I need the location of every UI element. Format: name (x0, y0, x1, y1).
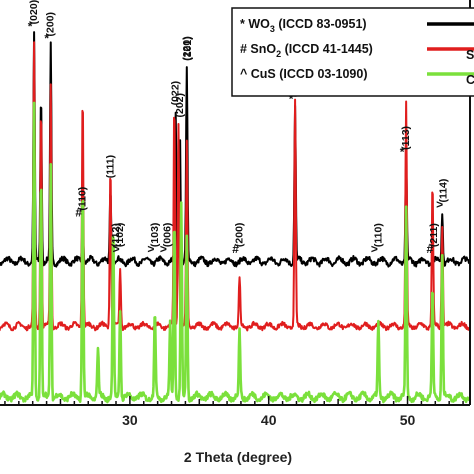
x-axis-title: 2 Theta (degree) (184, 449, 292, 465)
series-line-1 (0, 31, 471, 268)
legend-series-label: C (466, 73, 474, 87)
peak-label: (200) (45, 12, 57, 37)
peak-label: (101) (182, 36, 194, 61)
peak-label: (110) (77, 187, 89, 211)
peak-marker: * (28, 19, 33, 33)
peak-marker: > (371, 242, 378, 256)
legend-series-label: S (466, 48, 474, 62)
peak-label: (211) (428, 223, 440, 247)
peak-marker: # (75, 206, 82, 220)
legend: * WO3 (ICCD 83-0951) # SnO2 (ICCD 41-1445… (231, 7, 474, 97)
x-axis-ticks: 30 40 50 (4, 396, 464, 428)
legend-phase-entry: * WO3 (ICCD 83-0951) (240, 17, 367, 34)
peak-marker: > (113, 242, 120, 256)
peak-label: (111) (104, 155, 116, 178)
peak-label: (113) (400, 126, 412, 150)
peak-marker: # (232, 242, 239, 256)
peak-label: (112) (110, 223, 122, 247)
peak-label-layer: (020)* (200)*(110)#(111)(112)(102)>(103)>… (28, 0, 450, 256)
peak-label: (110) (372, 223, 384, 247)
peak-label: (006) (161, 223, 173, 248)
peak-label: (202) (174, 93, 186, 118)
peak-label: (200) (234, 223, 246, 248)
peak-label: (022) (170, 81, 182, 106)
series-layer (0, 31, 472, 404)
peak-marker: # (427, 242, 434, 256)
x-tick-label: 40 (261, 412, 277, 428)
peak-label: (020) (28, 0, 40, 24)
peak-marker: > (147, 242, 154, 256)
peak-marker: > (436, 198, 443, 212)
peak-marker: > (160, 242, 167, 256)
peak-label: (114) (438, 179, 450, 203)
x-tick-label: 50 (400, 412, 416, 428)
peak-label: (220) (181, 36, 193, 61)
x-tick-label: 30 (122, 412, 138, 428)
peak-marker: * (44, 31, 49, 45)
peak-marker: * (400, 145, 405, 159)
peak-label: (103) (149, 223, 161, 248)
legend-phase-entry: ^ CuS (ICCD 03-1090) (240, 67, 367, 81)
series-line-3 (0, 101, 472, 404)
peak-label: (102) (114, 223, 126, 248)
peak-marker: * (289, 92, 294, 106)
series-line-2 (0, 41, 471, 332)
legend-phase-entry: # SnO2 (ICCD 41-1445) (240, 42, 373, 59)
